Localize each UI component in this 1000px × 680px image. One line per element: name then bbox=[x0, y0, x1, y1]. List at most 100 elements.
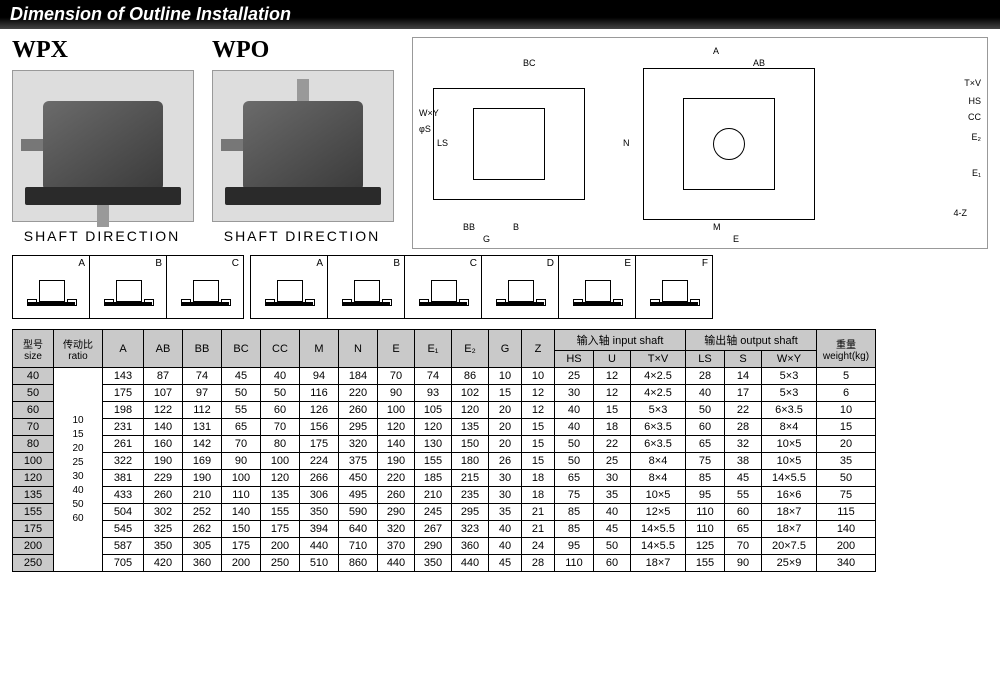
cell-U: 22 bbox=[594, 436, 631, 453]
cell-LS: 60 bbox=[686, 419, 725, 436]
th-WY: W×Y bbox=[762, 351, 817, 368]
cell-E1: 267 bbox=[415, 521, 452, 538]
cell-Z: 18 bbox=[522, 487, 555, 504]
cell-size: 250 bbox=[13, 555, 54, 572]
cell-HS: 95 bbox=[555, 538, 594, 555]
cell-E2: 235 bbox=[452, 487, 489, 504]
th-TV: T×V bbox=[631, 351, 686, 368]
config-row: ABC ABCDEF bbox=[0, 249, 1000, 325]
cell-BB: 97 bbox=[183, 385, 222, 402]
th-size: 型号size bbox=[13, 330, 54, 368]
cell-BB: 262 bbox=[183, 521, 222, 538]
cell-E2: 150 bbox=[452, 436, 489, 453]
cell-Z: 12 bbox=[522, 385, 555, 402]
cell-N: 495 bbox=[339, 487, 378, 504]
cell-Z: 15 bbox=[522, 436, 555, 453]
cell-size: 120 bbox=[13, 470, 54, 487]
cell-A: 322 bbox=[103, 453, 144, 470]
cell-HS: 85 bbox=[555, 521, 594, 538]
cell-M: 306 bbox=[300, 487, 339, 504]
cell-N: 184 bbox=[339, 368, 378, 385]
cell-U: 25 bbox=[594, 453, 631, 470]
model-wpx-label: WPX bbox=[12, 37, 192, 64]
cell-WY: 8×4 bbox=[762, 419, 817, 436]
cell-U: 15 bbox=[594, 402, 631, 419]
cell-A: 231 bbox=[103, 419, 144, 436]
cell-BC: 100 bbox=[222, 470, 261, 487]
cell-CC: 40 bbox=[261, 368, 300, 385]
cell-Z: 21 bbox=[522, 504, 555, 521]
cell-BB: 131 bbox=[183, 419, 222, 436]
cell-HS: 65 bbox=[555, 470, 594, 487]
cell-G: 15 bbox=[489, 385, 522, 402]
page-title: Dimension of Outline Installation bbox=[0, 0, 1000, 29]
cell-E2: 295 bbox=[452, 504, 489, 521]
cell-TV: 14×5.5 bbox=[631, 521, 686, 538]
cell-HS: 75 bbox=[555, 487, 594, 504]
cell-BC: 65 bbox=[222, 419, 261, 436]
cell-A: 143 bbox=[103, 368, 144, 385]
cell-BB: 360 bbox=[183, 555, 222, 572]
dim-M: M bbox=[713, 222, 721, 232]
cell-M: 175 bbox=[300, 436, 339, 453]
table-row: 1755453252621501753946403202673234021854… bbox=[13, 521, 876, 538]
cell-TV: 5×3 bbox=[631, 402, 686, 419]
th-weight: 重量weight(kg) bbox=[817, 330, 876, 368]
cell-S: 90 bbox=[725, 555, 762, 572]
cell-E1: 130 bbox=[415, 436, 452, 453]
cell-Z: 15 bbox=[522, 419, 555, 436]
dim-B: B bbox=[513, 222, 519, 232]
cell-N: 295 bbox=[339, 419, 378, 436]
cell-BC: 140 bbox=[222, 504, 261, 521]
dim-BB: BB bbox=[463, 222, 475, 232]
gearbox-wpo-image bbox=[212, 70, 394, 222]
dim-HS: HS bbox=[968, 96, 981, 106]
cell-Z: 24 bbox=[522, 538, 555, 555]
cell-wt: 35 bbox=[817, 453, 876, 470]
cell-WY: 18×7 bbox=[762, 521, 817, 538]
cell-CC: 80 bbox=[261, 436, 300, 453]
th-S: S bbox=[725, 351, 762, 368]
cell-Z: 21 bbox=[522, 521, 555, 538]
th-E1: E₁ bbox=[415, 330, 452, 368]
cell-size: 70 bbox=[13, 419, 54, 436]
cell-E: 320 bbox=[378, 521, 415, 538]
cell-E2: 86 bbox=[452, 368, 489, 385]
table-row: 1555043022521401553505902902452953521854… bbox=[13, 504, 876, 521]
cell-HS: 85 bbox=[555, 504, 594, 521]
cell-TV: 4×2.5 bbox=[631, 368, 686, 385]
cell-WY: 14×5.5 bbox=[762, 470, 817, 487]
cell-AB: 140 bbox=[144, 419, 183, 436]
cell-CC: 60 bbox=[261, 402, 300, 419]
cell-M: 394 bbox=[300, 521, 339, 538]
table-row: 702311401316570156295120120135201540186×… bbox=[13, 419, 876, 436]
dim-TV: T×V bbox=[964, 78, 981, 88]
cell-Z: 28 bbox=[522, 555, 555, 572]
cell-U: 30 bbox=[594, 470, 631, 487]
cell-M: 440 bbox=[300, 538, 339, 555]
cell-WY: 10×5 bbox=[762, 436, 817, 453]
cell-E2: 180 bbox=[452, 453, 489, 470]
cell-wt: 5 bbox=[817, 368, 876, 385]
cell-wt: 200 bbox=[817, 538, 876, 555]
dim-4Z: 4-Z bbox=[954, 208, 968, 218]
cell-LS: 65 bbox=[686, 436, 725, 453]
cell-E1: 290 bbox=[415, 538, 452, 555]
dim-CC: CC bbox=[968, 112, 981, 122]
cell-size: 135 bbox=[13, 487, 54, 504]
cell-A: 381 bbox=[103, 470, 144, 487]
cell-WY: 20×7.5 bbox=[762, 538, 817, 555]
th-M: M bbox=[300, 330, 339, 368]
cell-BC: 90 bbox=[222, 453, 261, 470]
config-cell-F: F bbox=[636, 256, 712, 318]
dim-A: A bbox=[713, 46, 719, 56]
cell-HS: 40 bbox=[555, 402, 594, 419]
wpo-shaft-direction: SHAFT DIRECTION bbox=[212, 228, 392, 244]
cell-G: 26 bbox=[489, 453, 522, 470]
cell-G: 35 bbox=[489, 504, 522, 521]
cell-G: 10 bbox=[489, 368, 522, 385]
cell-S: 70 bbox=[725, 538, 762, 555]
cell-WY: 16×6 bbox=[762, 487, 817, 504]
dim-G: G bbox=[483, 234, 490, 244]
cell-wt: 15 bbox=[817, 419, 876, 436]
